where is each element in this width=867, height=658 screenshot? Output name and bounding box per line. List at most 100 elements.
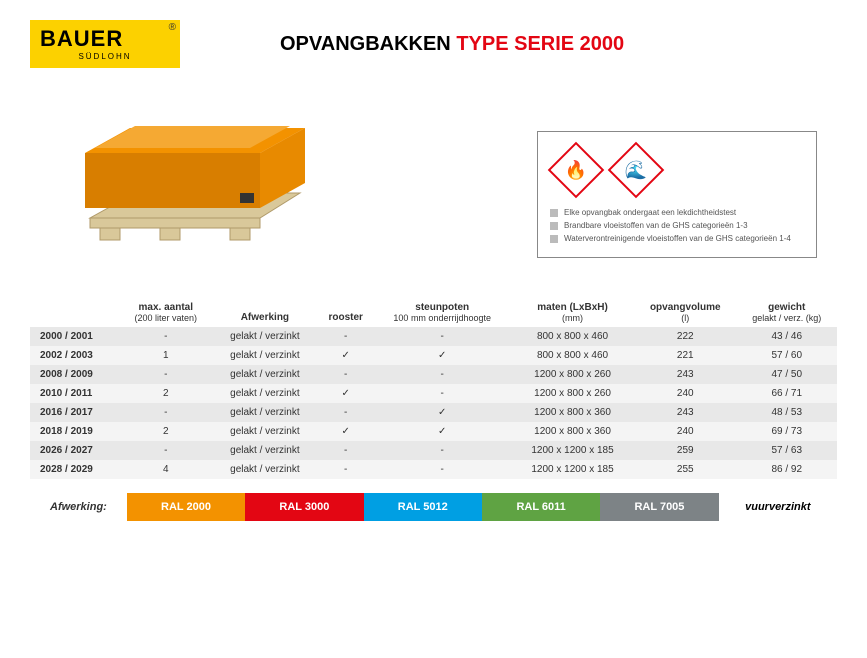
table-cell: 1200 x 800 x 360: [511, 422, 634, 441]
finish-swatch: RAL 2000: [127, 493, 245, 521]
table-cell: 1200 x 1200 x 185: [511, 460, 634, 479]
finish-row: Afwerking: RAL 2000RAL 3000RAL 5012RAL 6…: [30, 493, 837, 521]
table-cell: -: [373, 441, 511, 460]
logo-reg: ®: [169, 22, 176, 33]
table-cell: 1200 x 800 x 260: [511, 384, 634, 403]
logo-sub: SÜDLOHN: [40, 52, 170, 61]
table-row: 2028 / 20294gelakt / verzinkt--1200 x 12…: [30, 460, 837, 479]
table-cell: 2028 / 2029: [30, 460, 120, 479]
table-cell: 255: [634, 460, 736, 479]
table-row: 2002 / 20031gelakt / verzinkt✓✓800 x 800…: [30, 346, 837, 365]
table-cell: -: [120, 403, 212, 422]
table-cell: 1: [120, 346, 212, 365]
table-cell: ✓: [318, 346, 373, 365]
table-cell: ✓: [318, 422, 373, 441]
mid-section: 🔥 🌊 Elke opvangbak ondergaat een lekdich…: [30, 98, 837, 258]
table-cell: 240: [634, 422, 736, 441]
th-maten: maten (LxBxH)(mm): [511, 298, 634, 327]
table-cell: 86 / 92: [736, 460, 837, 479]
th-max: max. aantal(200 liter vaten): [120, 298, 212, 327]
th-volume: opvangvolume(l): [634, 298, 736, 327]
table-cell: -: [318, 365, 373, 384]
table-cell: -: [318, 327, 373, 346]
finish-swatch: RAL 7005: [600, 493, 718, 521]
table-cell: 57 / 60: [736, 346, 837, 365]
table-cell: -: [120, 365, 212, 384]
table-cell: 2026 / 2027: [30, 441, 120, 460]
table-cell: -: [373, 460, 511, 479]
table-cell: -: [318, 403, 373, 422]
table-cell: 2018 / 2019: [30, 422, 120, 441]
table-row: 2026 / 2027-gelakt / verzinkt--1200 x 12…: [30, 441, 837, 460]
table-row: 2016 / 2017-gelakt / verzinkt-✓1200 x 80…: [30, 403, 837, 422]
table-row: 2010 / 20112gelakt / verzinkt✓-1200 x 80…: [30, 384, 837, 403]
th-gewicht: gewichtgelakt / verz. (kg): [736, 298, 837, 327]
finish-swatch: RAL 3000: [245, 493, 363, 521]
table-cell: ✓: [373, 403, 511, 422]
table-cell: 2: [120, 384, 212, 403]
table-cell: 222: [634, 327, 736, 346]
table-cell: 1200 x 800 x 260: [511, 365, 634, 384]
header: BAUER SÜDLOHN ® OPVANGBAKKEN TYPE SERIE …: [30, 20, 837, 68]
table-cell: 243: [634, 403, 736, 422]
table-cell: 240: [634, 384, 736, 403]
table-cell: 57 / 63: [736, 441, 837, 460]
table-cell: gelakt / verzinkt: [212, 422, 318, 441]
ghs-environment-icon: 🌊: [608, 142, 665, 199]
table-row: 2000 / 2001-gelakt / verzinkt--800 x 800…: [30, 327, 837, 346]
table-cell: 43 / 46: [736, 327, 837, 346]
table-cell: -: [318, 441, 373, 460]
table-cell: 2010 / 2011: [30, 384, 120, 403]
table-row: 2018 / 20192gelakt / verzinkt✓✓1200 x 80…: [30, 422, 837, 441]
table-header-row: max. aantal(200 liter vaten) Afwerking r…: [30, 298, 837, 327]
table-cell: 2: [120, 422, 212, 441]
table-cell: -: [373, 327, 511, 346]
table-cell: -: [120, 441, 212, 460]
ghs-icons: 🔥 🌊: [550, 144, 804, 196]
page-title: OPVANGBAKKEN TYPE SERIE 2000: [280, 33, 624, 56]
logo: BAUER SÜDLOHN ®: [30, 20, 180, 68]
table-cell: gelakt / verzinkt: [212, 365, 318, 384]
table-cell: gelakt / verzinkt: [212, 327, 318, 346]
table-cell: ✓: [318, 384, 373, 403]
info-list: Elke opvangbak ondergaat een lekdichthei…: [550, 206, 804, 245]
logo-brand: BAUER: [40, 26, 170, 52]
table-cell: -: [120, 327, 212, 346]
table-cell: ✓: [373, 346, 511, 365]
th-rooster: rooster: [318, 298, 373, 327]
table-cell: ✓: [373, 422, 511, 441]
table-cell: 800 x 800 x 460: [511, 327, 634, 346]
table-cell: 2000 / 2001: [30, 327, 120, 346]
table-cell: gelakt / verzinkt: [212, 441, 318, 460]
th-steunpoten: steunpoten100 mm onderrijdhoogte: [373, 298, 511, 327]
title-part1: OPVANGBAKKEN: [280, 33, 456, 55]
table-cell: gelakt / verzinkt: [212, 460, 318, 479]
table-cell: 243: [634, 365, 736, 384]
table-cell: 1200 x 800 x 360: [511, 403, 634, 422]
table-cell: 69 / 73: [736, 422, 837, 441]
table-cell: 66 / 71: [736, 384, 837, 403]
finish-swatch: RAL 5012: [364, 493, 482, 521]
ghs-flame-icon: 🔥: [548, 142, 605, 199]
table-cell: 47 / 50: [736, 365, 837, 384]
table-row: 2008 / 2009-gelakt / verzinkt--1200 x 80…: [30, 365, 837, 384]
product-image: [50, 98, 330, 258]
table-cell: gelakt / verzinkt: [212, 384, 318, 403]
table-cell: -: [373, 365, 511, 384]
table-cell: 4: [120, 460, 212, 479]
table-cell: gelakt / verzinkt: [212, 346, 318, 365]
info-item: Waterverontreinigende vloeistoffen van d…: [550, 232, 804, 245]
th-afwerking: Afwerking: [212, 298, 318, 327]
table-cell: 48 / 53: [736, 403, 837, 422]
table-cell: 221: [634, 346, 736, 365]
info-item: Brandbare vloeistoffen van de GHS catego…: [550, 219, 804, 232]
spec-table: max. aantal(200 liter vaten) Afwerking r…: [30, 298, 837, 479]
table-cell: 2016 / 2017: [30, 403, 120, 422]
table-cell: -: [373, 384, 511, 403]
table-cell: 1200 x 1200 x 185: [511, 441, 634, 460]
info-item: Elke opvangbak ondergaat een lekdichthei…: [550, 206, 804, 219]
table-cell: 2008 / 2009: [30, 365, 120, 384]
finish-swatch: RAL 6011: [482, 493, 600, 521]
finish-label: Afwerking:: [30, 493, 127, 521]
table-cell: 259: [634, 441, 736, 460]
